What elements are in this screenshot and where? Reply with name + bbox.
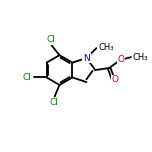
Text: CH₃: CH₃ bbox=[133, 53, 148, 62]
Text: Cl: Cl bbox=[46, 35, 55, 44]
Text: CH₃: CH₃ bbox=[98, 43, 114, 52]
Text: O: O bbox=[112, 75, 119, 85]
Text: Cl: Cl bbox=[49, 98, 58, 107]
Text: O: O bbox=[117, 55, 124, 64]
Text: Cl: Cl bbox=[23, 73, 32, 82]
Text: N: N bbox=[83, 54, 90, 62]
